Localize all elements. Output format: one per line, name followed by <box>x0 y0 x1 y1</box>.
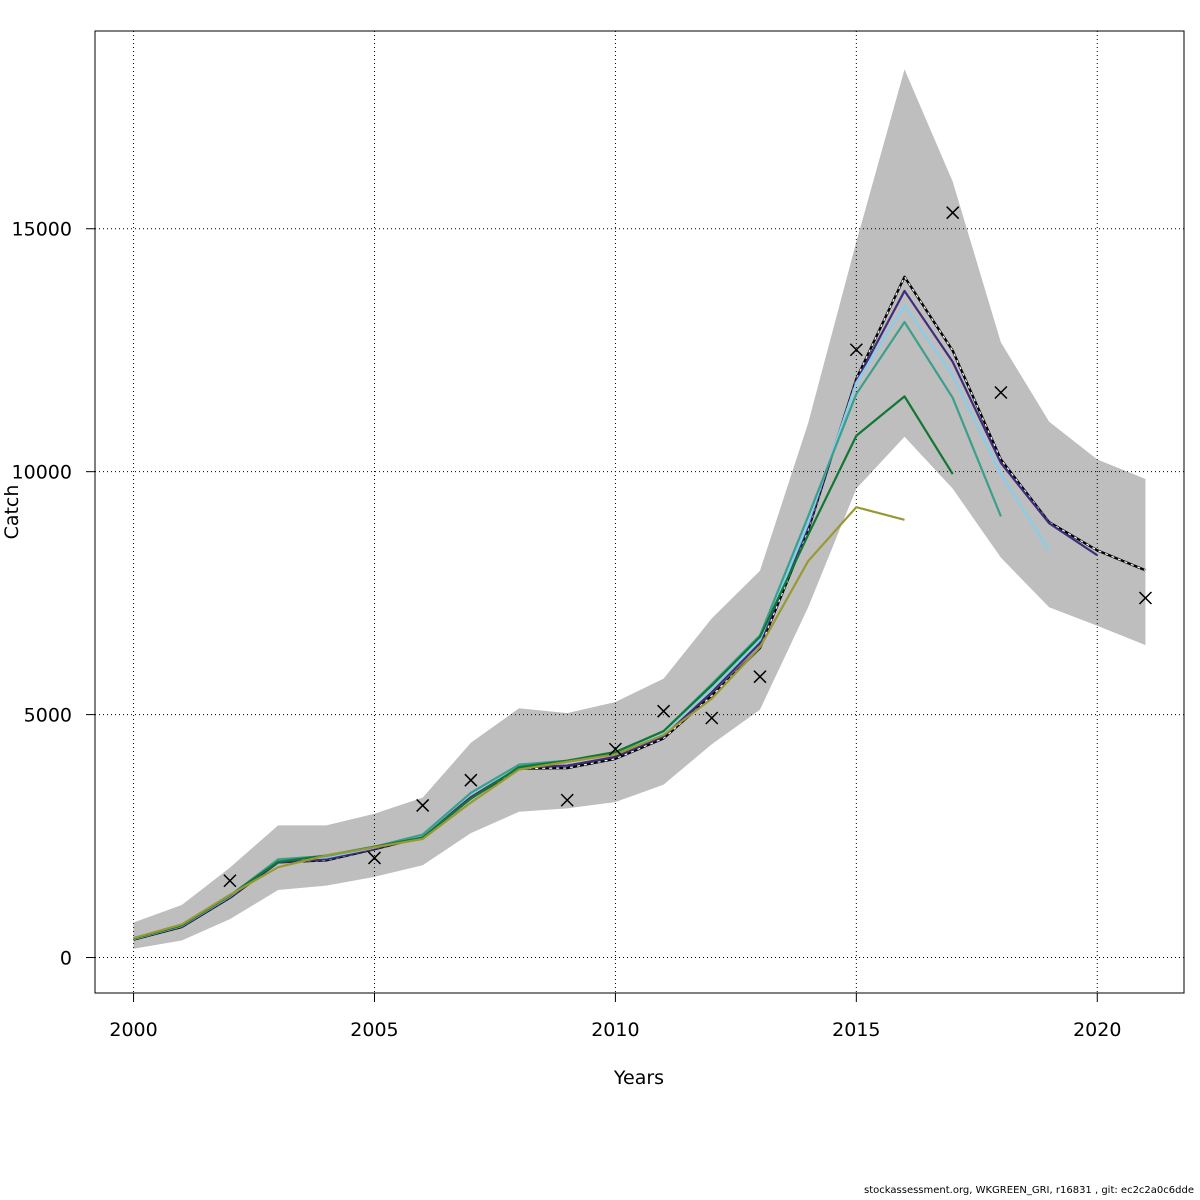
observed-point <box>657 704 671 718</box>
y-axis-title: Catch <box>1 485 23 540</box>
observed-point <box>946 206 960 220</box>
footer-credit: stockassessment.org, WKGREEN_GRI, r16831… <box>864 1185 1194 1196</box>
x-tick-label: 2005 <box>350 1019 398 1041</box>
plot-frame <box>94 30 1185 994</box>
observed-point <box>994 385 1008 400</box>
observed-points-layer <box>223 206 1152 888</box>
x-tick-label: 2010 <box>591 1019 639 1041</box>
observed-point <box>705 711 719 725</box>
observed-point <box>849 343 863 357</box>
observed-point <box>560 793 574 807</box>
y-tick-label: 15000 <box>12 219 72 241</box>
series-line-5 <box>133 506 905 940</box>
x-tick-label: 2015 <box>832 1019 880 1041</box>
series-line-1 <box>133 289 1098 941</box>
confidence-band <box>133 69 1146 949</box>
observed-point <box>367 851 382 865</box>
observed-point <box>753 670 767 684</box>
series-line-4 <box>133 395 954 940</box>
y-tick-label: 0 <box>60 948 72 970</box>
y-tick-label: 10000 <box>12 462 72 484</box>
series-layer <box>133 275 1146 941</box>
x-tick-label: 2020 <box>1073 1019 1121 1041</box>
grid-layer <box>95 31 1184 993</box>
observed-point <box>608 742 622 756</box>
observed-point <box>464 773 478 787</box>
observed-point <box>1138 591 1152 605</box>
axes-layer: 2000 2005 2010 2015 2020 0 5000 10000 15000 <box>12 30 1185 1041</box>
observed-point <box>223 874 237 888</box>
x-tick-label: 2000 <box>109 1019 157 1041</box>
y-tick-label: 5000 <box>24 705 72 727</box>
x-axis-title: Years <box>613 1067 664 1089</box>
confidence-band-layer <box>133 69 1146 949</box>
observed-point <box>416 798 430 812</box>
